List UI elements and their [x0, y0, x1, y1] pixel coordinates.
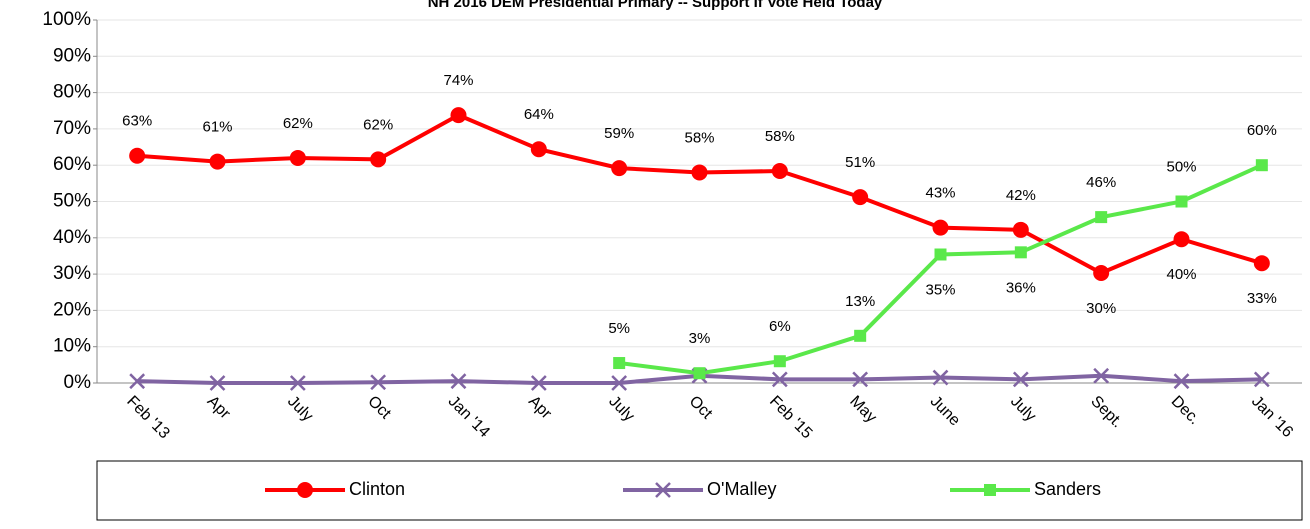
x-tick-label: Sept. [1087, 393, 1125, 431]
legend-label: O'Malley [707, 479, 776, 499]
data-label: 59% [604, 125, 634, 142]
y-tick-label: 10% [53, 336, 91, 357]
x-tick-label: July [605, 393, 637, 425]
data-label: 5% [608, 320, 630, 337]
point [1093, 367, 1110, 384]
data-label: 42% [1006, 187, 1036, 204]
point [370, 151, 387, 168]
data-label: 40% [1166, 266, 1196, 283]
data-label: 13% [845, 293, 875, 310]
point [1093, 265, 1110, 282]
point [209, 153, 226, 170]
data-label: 62% [363, 116, 393, 133]
point [852, 371, 869, 388]
x-tick-label: Feb '15 [766, 393, 815, 442]
y-tick-label: 40% [53, 227, 91, 248]
x-tick-label: Oct [364, 393, 394, 423]
point [289, 375, 306, 391]
y-tick-label: 20% [53, 299, 91, 320]
point [611, 375, 628, 391]
point [1173, 373, 1190, 390]
point [613, 357, 626, 370]
point [209, 375, 226, 391]
legend-marker [655, 482, 671, 498]
y-tick-label: 90% [53, 45, 91, 66]
x-tick-label: May [846, 393, 879, 426]
point [530, 141, 547, 158]
x-tick-label: Oct [686, 393, 716, 423]
point [1012, 371, 1029, 388]
x-tick-label: Apr [204, 393, 234, 423]
data-label: 46% [1086, 174, 1116, 191]
point [1173, 231, 1190, 248]
y-tick-label: 80% [53, 82, 91, 103]
y-tick-label: 60% [53, 154, 91, 175]
x-tick-label: Jan '14 [445, 393, 493, 441]
point [129, 147, 146, 164]
x-tick-label: July [1007, 393, 1039, 425]
point [1014, 246, 1027, 259]
x-tick-label: Dec. [1168, 393, 1203, 428]
point [1253, 371, 1270, 388]
point [1012, 221, 1029, 238]
y-tick-label: 30% [53, 263, 91, 284]
point [691, 164, 708, 181]
point [771, 163, 788, 180]
data-label: 60% [1247, 122, 1277, 139]
point [773, 355, 786, 368]
point [1095, 211, 1108, 224]
point [934, 248, 947, 261]
data-label: 36% [1006, 279, 1036, 296]
point [854, 329, 867, 342]
data-label: 51% [845, 154, 875, 171]
data-label: 30% [1086, 300, 1116, 317]
legend-label: Clinton [349, 479, 405, 499]
point [611, 160, 628, 177]
point [1253, 255, 1270, 272]
data-label: 58% [684, 129, 714, 146]
point [289, 149, 306, 166]
data-label: 50% [1166, 158, 1196, 175]
data-label: 43% [925, 185, 955, 202]
data-label: 3% [689, 330, 711, 347]
legend-label: Sanders [1034, 479, 1101, 499]
point [1175, 195, 1188, 208]
legend-marker [297, 482, 313, 498]
legend-marker [984, 484, 996, 496]
x-tick-label: June [927, 393, 964, 430]
x-tick-label: Feb '13 [123, 393, 172, 442]
point [129, 373, 146, 390]
data-label: 6% [769, 318, 791, 335]
point [932, 369, 949, 386]
point [530, 375, 547, 391]
point [450, 373, 467, 390]
x-tick-label: Jan '16 [1248, 393, 1296, 441]
data-label: 64% [524, 106, 554, 123]
chart-title: NH 2016 DEM Presidential Primary -- Supp… [428, 0, 883, 11]
y-tick-label: 70% [53, 118, 91, 139]
y-tick-label: 50% [53, 191, 91, 212]
data-label: 62% [283, 115, 313, 132]
data-label: 35% [925, 281, 955, 298]
legend-box [96, 460, 1303, 521]
point [1255, 159, 1268, 172]
data-label: 74% [443, 72, 473, 89]
point [693, 367, 706, 380]
data-label: 63% [122, 113, 152, 130]
y-tick-label: 0% [64, 372, 92, 393]
point [450, 107, 467, 124]
y-tick-label: 100% [42, 9, 91, 30]
x-tick-label: July [284, 393, 316, 425]
point [852, 189, 869, 206]
data-label: 58% [765, 128, 795, 145]
data-label: 61% [202, 119, 232, 136]
x-tick-label: Apr [525, 393, 555, 423]
point [370, 374, 387, 391]
point [771, 371, 788, 388]
point [932, 219, 949, 236]
data-label: 33% [1247, 290, 1277, 307]
